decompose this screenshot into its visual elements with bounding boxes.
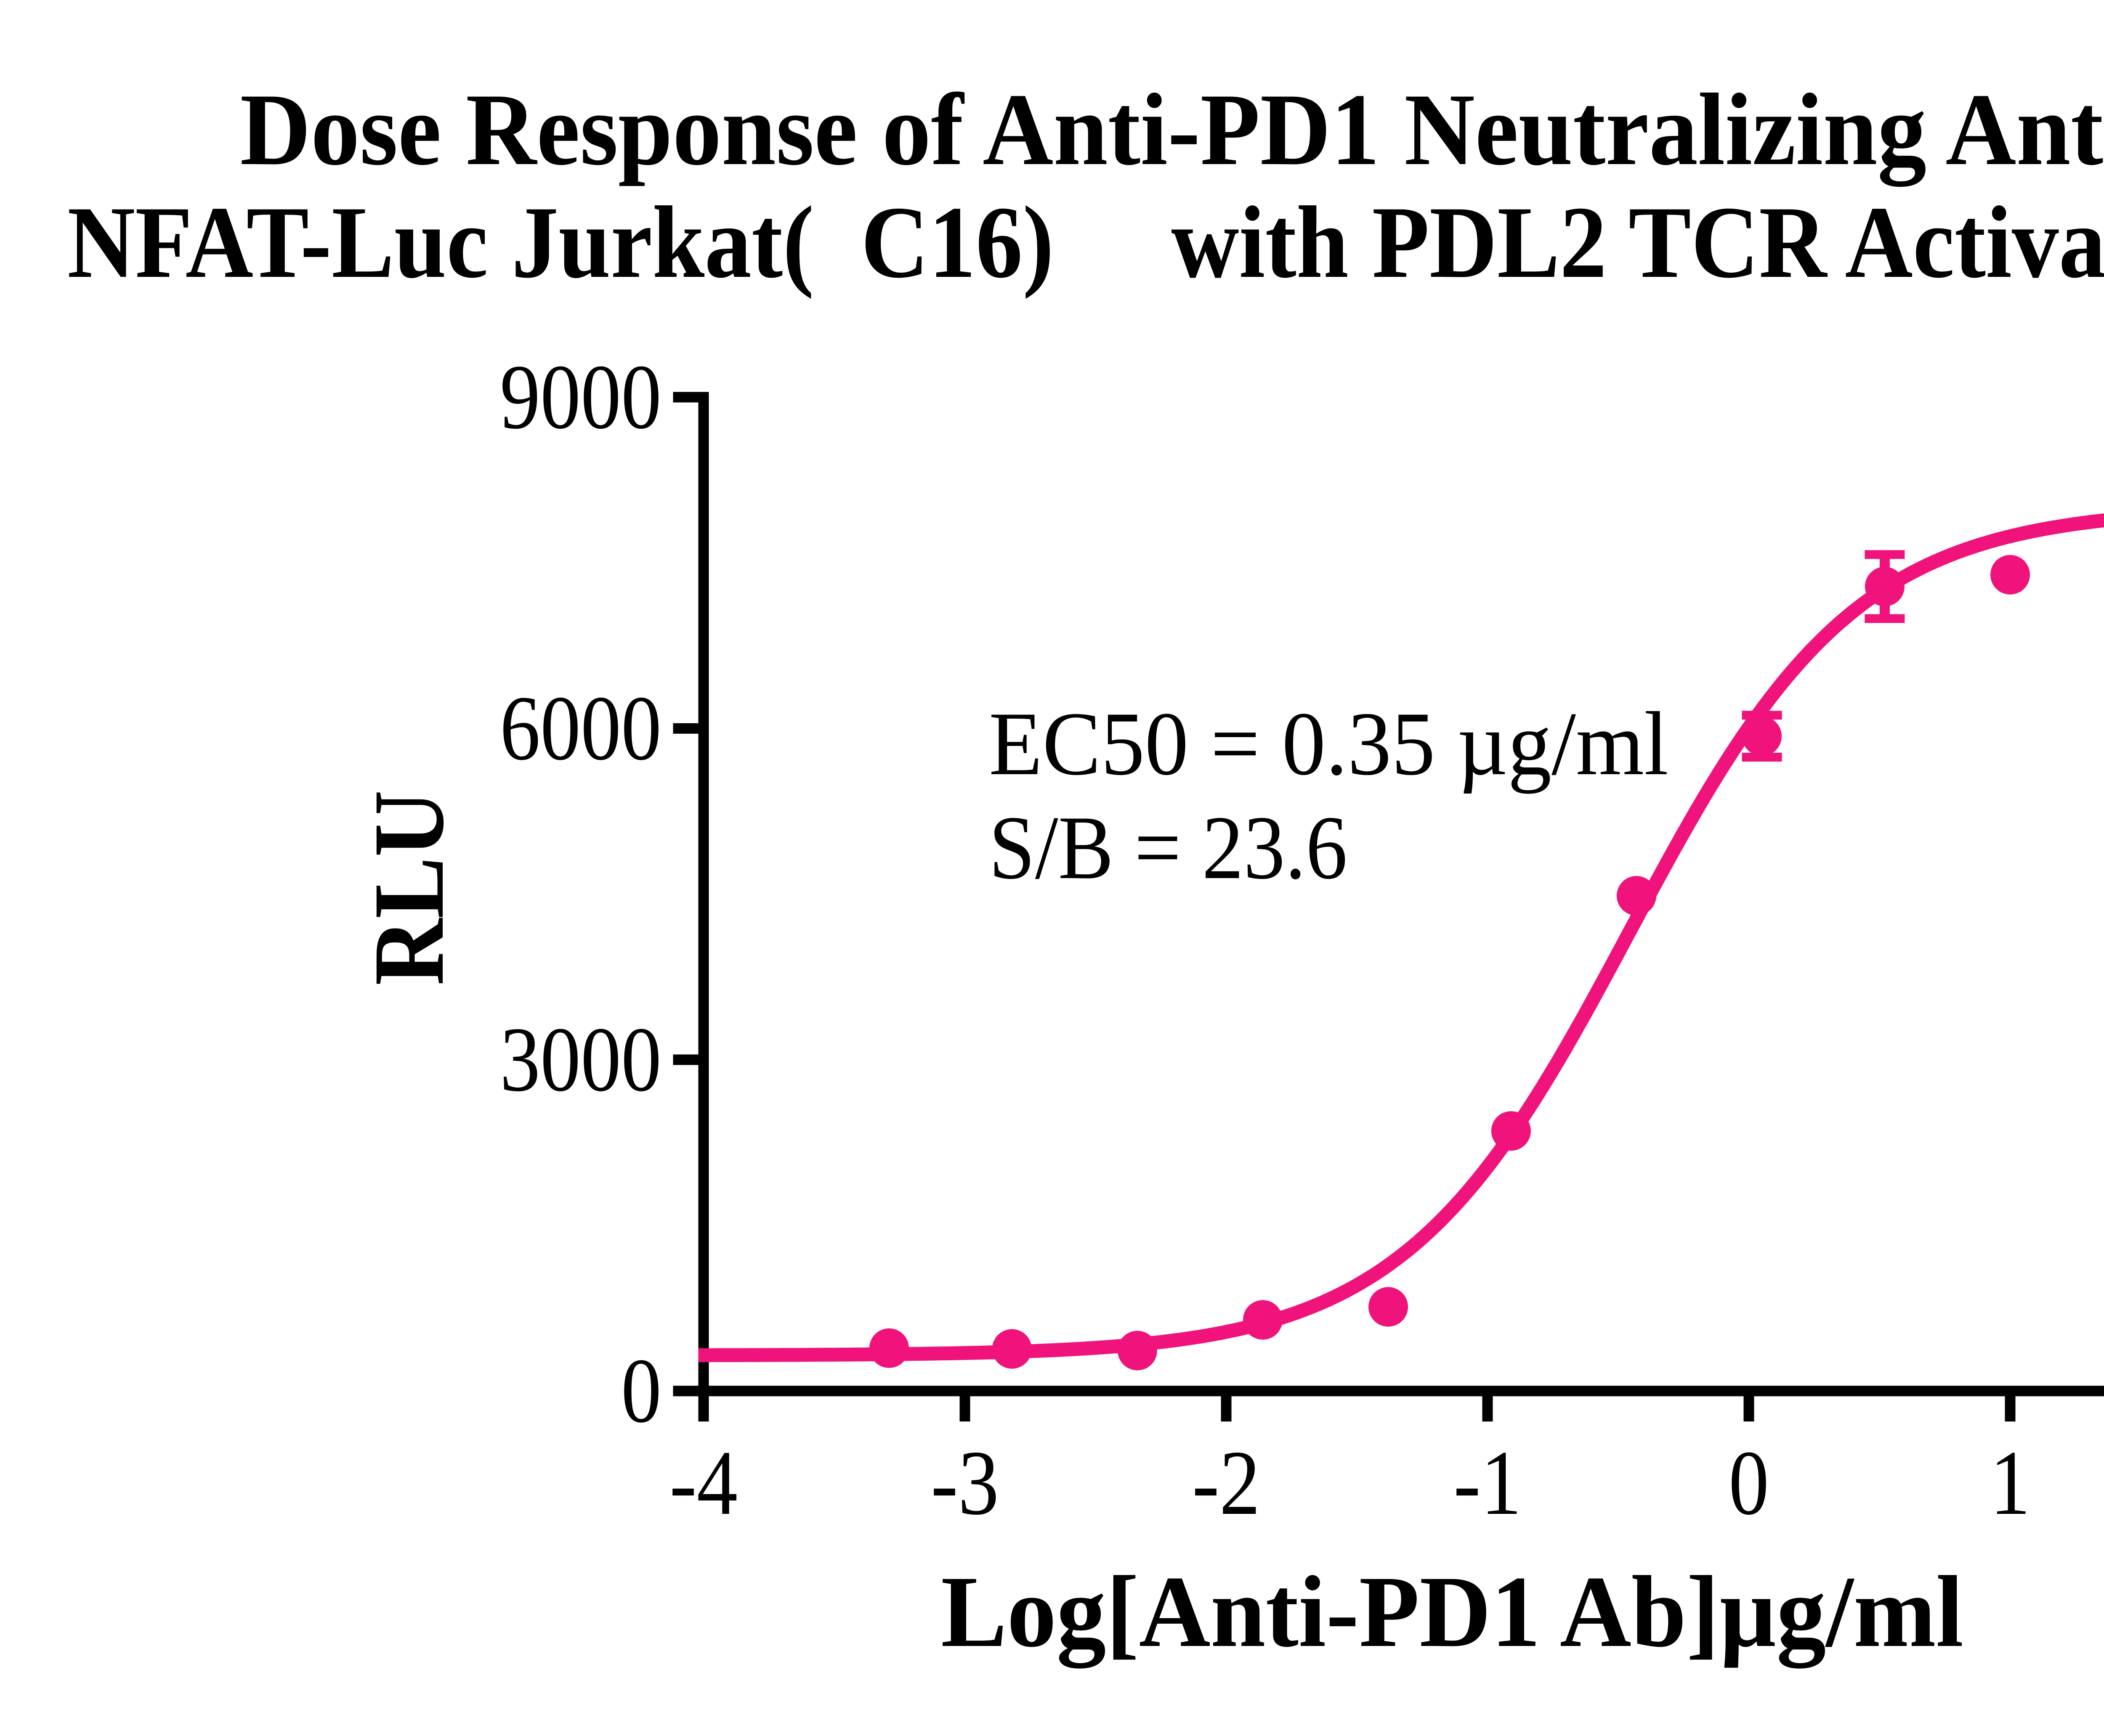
data-point-marker [992, 1329, 1032, 1369]
y-tick-label: 0 [621, 1339, 661, 1442]
y-tick-label: 9000 [500, 345, 661, 448]
x-axis-line [698, 1386, 2104, 1396]
data-point-marker [1491, 1111, 1531, 1151]
x-tick-label: 1 [1990, 1431, 2030, 1534]
error-bar-cap [1865, 550, 1905, 559]
y-axis-line [698, 392, 709, 1422]
x-tick [2005, 1396, 2016, 1422]
annotation-signal-to-background: S/B = 23.6 [989, 797, 1347, 898]
y-tick [673, 1386, 699, 1396]
y-tick [673, 723, 699, 734]
chart-title-line-2: NFAT-Luc Jurkat( C16) with PDL2 TCR Acti… [67, 185, 2104, 299]
data-point-marker [1742, 716, 1782, 756]
tick-labels: 0 3000 6000 9000 -4 -3 -2 -1 0 1 [500, 345, 2030, 1534]
data-point-marker [1243, 1300, 1283, 1340]
error-bar-cap [1742, 711, 1782, 720]
x-tick [959, 1396, 970, 1422]
chart-title-line-1: Dose Response of Anti-PD1 Neutralizing A… [240, 72, 2104, 187]
x-tick-label: 0 [1729, 1431, 1769, 1534]
data-point-marker [1990, 555, 2030, 595]
data-series [694, 513, 2104, 1370]
y-tick-label: 6000 [500, 677, 661, 779]
data-point-marker [1368, 1287, 1408, 1327]
data-point-marker [869, 1328, 909, 1368]
x-axis-title: Log[Anti-PD1 Ab]µg/ml [941, 1555, 1963, 1669]
x-tick [1743, 1396, 1754, 1422]
x-tick [1221, 1396, 1232, 1422]
data-point-marker [1117, 1330, 1157, 1370]
x-tick-label: -3 [931, 1431, 999, 1534]
dose-response-fit-curve [694, 513, 2104, 1362]
y-tick-label: 3000 [500, 1008, 661, 1111]
y-tick [673, 1054, 699, 1065]
error-bar-cap [1865, 614, 1905, 623]
x-tick-label: -2 [1192, 1431, 1260, 1534]
y-axis-title: RLU [353, 790, 465, 985]
x-tick-label: -4 [669, 1431, 738, 1534]
error-bar-cap [1742, 753, 1782, 762]
x-tick [1482, 1396, 1493, 1422]
y-tick [673, 392, 699, 403]
x-tick-label: -1 [1453, 1431, 1522, 1534]
axes [673, 392, 2104, 1422]
annotation-ec50: EC50 = 0.35 µg/ml [989, 693, 1668, 794]
x-tick [698, 1396, 709, 1422]
data-point-marker [1616, 876, 1656, 916]
data-point-marker [1865, 567, 1905, 607]
